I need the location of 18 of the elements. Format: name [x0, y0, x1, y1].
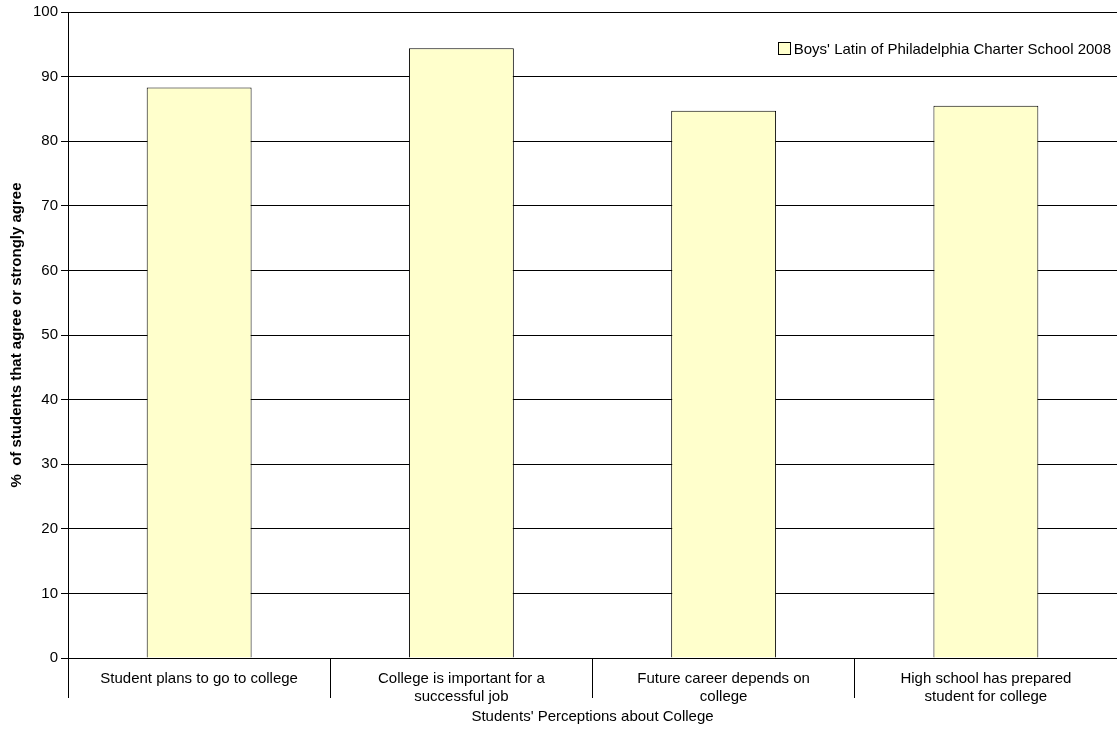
x-tick-label: High school has prepared student for college	[900, 669, 1072, 705]
x-tick-label: College is important for a successful job	[378, 669, 546, 705]
x-axis-title: Students' Perceptions about College	[471, 707, 714, 725]
y-tick-label: 90	[41, 66, 59, 84]
y-tick-label: 70	[41, 195, 59, 213]
y-tick-label: 0	[49, 648, 59, 666]
y-tick-label: 40	[41, 389, 59, 407]
y-tick-label: 10	[41, 583, 59, 601]
y-tick-label: 100	[33, 2, 59, 20]
x-tick-label: Future career depends on college	[637, 669, 810, 705]
legend-label: Boys' Latin of Philadelphia Charter School 2008	[793, 40, 1111, 57]
y-tick-label: 60	[41, 260, 59, 278]
y-tick-label: 50	[41, 325, 59, 343]
y-tick-label: 80	[41, 131, 59, 149]
y-tick-label: 30	[41, 454, 59, 472]
y-tick-label: 20	[41, 518, 59, 536]
y-axis-title: % of students that agree or strongly agree	[7, 182, 25, 488]
x-tick-label: Student plans to go to college	[100, 669, 298, 687]
